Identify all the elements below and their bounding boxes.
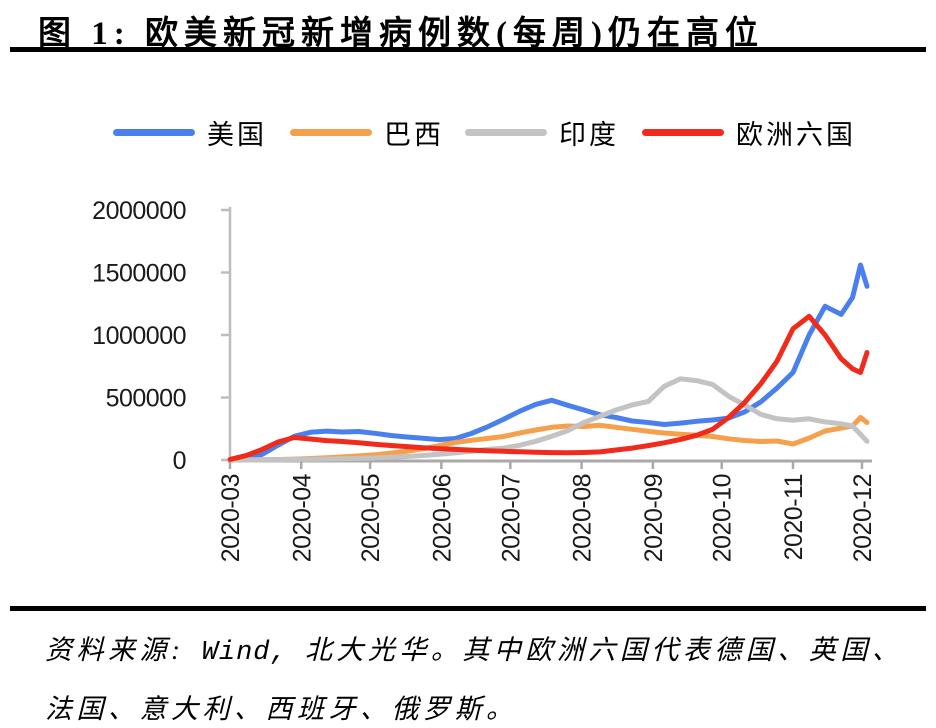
- us-legend-label: 美国: [207, 119, 267, 150]
- x-axis-tick-label: 2020-10: [709, 474, 737, 562]
- source-line2: 法国、意大利、西班牙、俄罗斯。: [45, 694, 518, 724]
- europe6-legend-label: 欧洲六国: [736, 119, 856, 150]
- india-legend-label: 印度: [559, 119, 619, 150]
- x-axis-tick-label: 2020-12: [849, 474, 877, 562]
- y-axis-tick-label: 2000000: [92, 197, 186, 225]
- brazil-legend-label: 巴西: [384, 119, 444, 150]
- series-line-印度: [227, 376, 870, 463]
- series-line-巴西: [227, 415, 870, 463]
- footer-rule: [10, 606, 926, 611]
- y-axis-tick-label: 1000000: [92, 322, 186, 350]
- legend-item-us: 美国: [113, 116, 267, 150]
- legend-item-brazil: 巴西: [290, 116, 444, 150]
- series-line-美国: [227, 262, 870, 463]
- source-wind: Wind,: [184, 638, 305, 668]
- x-axis-tick-label: 2020-06: [428, 474, 456, 562]
- title-underline: [10, 47, 926, 52]
- india-legend-line: [465, 128, 547, 136]
- europe6-legend-line: [642, 128, 724, 136]
- us-legend-line: [113, 128, 195, 136]
- source-prefix: 资料来源:: [45, 635, 185, 665]
- y-axis-tick-label: 0: [173, 447, 186, 475]
- x-axis-tick-label: 2020-08: [569, 474, 597, 562]
- y-axis-tick-label: 1500000: [92, 260, 186, 288]
- y-axis-tick-label: 500000: [106, 385, 186, 413]
- figure-title: 图 1: 欧美新冠新增病例数(每周)仍在高位: [38, 16, 764, 52]
- legend-item-europe6: 欧洲六国: [642, 116, 856, 150]
- x-axis-tick-label: 2020-09: [640, 474, 668, 562]
- x-axis-tick-label: 2020-07: [497, 474, 525, 562]
- source-note: 资料来源: Wind, 北大光华。其中欧洲六国代表德国、英国、 法国、意大利、西…: [45, 622, 917, 728]
- legend-item-india: 印度: [465, 116, 619, 150]
- chart-legend: 美国 巴西 印度 欧洲六国: [0, 116, 936, 150]
- x-axis-tick-label: 2020-03: [217, 474, 245, 562]
- series-line-欧洲六国: [227, 313, 870, 462]
- x-axis-tick-label: 2020-04: [288, 473, 316, 562]
- brazil-legend-line: [290, 128, 372, 136]
- source-line1-rest: 北大光华。其中欧洲六国代表德国、英国、: [304, 635, 904, 665]
- x-axis-tick-label: 2020-11: [780, 474, 808, 560]
- x-axis-tick-label: 2020-05: [357, 474, 385, 562]
